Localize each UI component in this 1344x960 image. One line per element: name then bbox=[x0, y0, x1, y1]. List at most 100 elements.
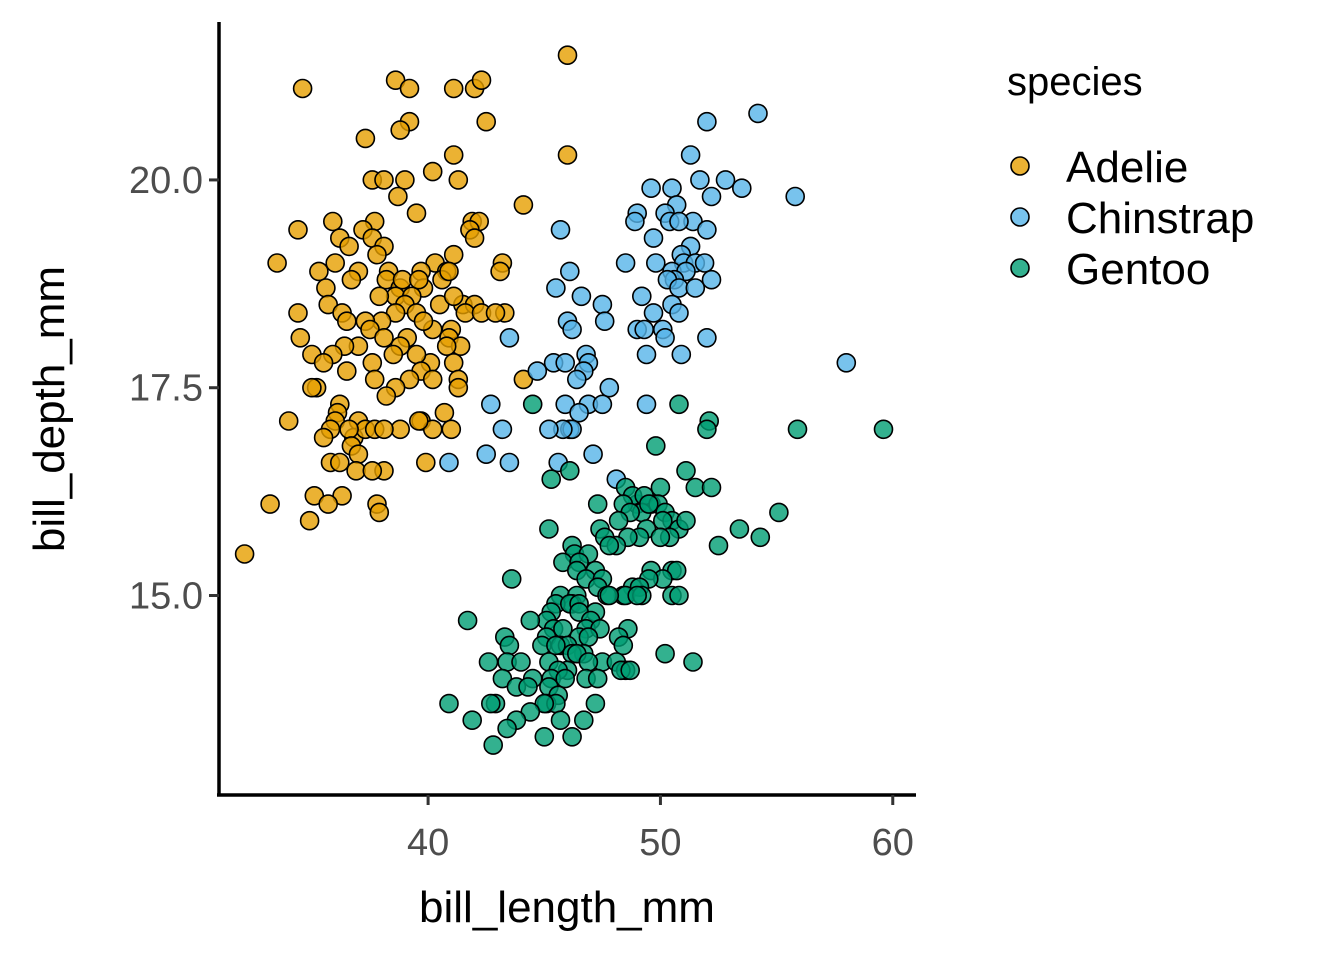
point-gentoo bbox=[457, 610, 478, 631]
point-adelie bbox=[443, 244, 464, 265]
legend-label-chinstrap: Chinstrap bbox=[1066, 194, 1254, 243]
point-chinstrap bbox=[566, 369, 587, 390]
point-adelie bbox=[485, 303, 506, 323]
point-chinstrap bbox=[697, 327, 717, 348]
point-chinstrap bbox=[480, 394, 501, 415]
point-adelie bbox=[322, 211, 343, 232]
point-adelie bbox=[309, 261, 329, 282]
point-chinstrap bbox=[562, 319, 582, 340]
point-adelie bbox=[422, 369, 443, 390]
point-adelie bbox=[355, 128, 376, 149]
point-chinstrap bbox=[592, 294, 613, 315]
point-adelie bbox=[362, 460, 383, 481]
point-adelie bbox=[369, 286, 390, 307]
point-gentoo bbox=[708, 535, 729, 556]
point-gentoo bbox=[541, 469, 562, 490]
point-gentoo bbox=[645, 436, 666, 456]
point-adelie bbox=[455, 303, 476, 323]
point-adelie bbox=[413, 311, 434, 332]
point-chinstrap bbox=[669, 211, 689, 232]
point-gentoo bbox=[683, 652, 703, 672]
point-chinstrap bbox=[690, 170, 710, 190]
point-chinstrap bbox=[555, 352, 576, 373]
point-adelie bbox=[369, 502, 390, 523]
point-adelie bbox=[443, 78, 464, 99]
point-chinstrap bbox=[546, 278, 566, 298]
point-gentoo bbox=[553, 618, 573, 639]
point-chinstrap bbox=[636, 394, 657, 415]
point-chinstrap bbox=[669, 278, 689, 298]
point-gentoo bbox=[769, 502, 789, 523]
point-chinstrap bbox=[539, 419, 559, 440]
y-tick-label: 20.0 bbox=[129, 160, 203, 202]
point-chinstrap bbox=[631, 286, 652, 307]
point-gentoo bbox=[729, 519, 750, 539]
point-adelie bbox=[406, 203, 427, 223]
point-adelie bbox=[383, 344, 404, 365]
point-gentoo bbox=[697, 419, 717, 440]
point-gentoo bbox=[652, 510, 673, 531]
point-chinstrap bbox=[499, 327, 520, 348]
point-adelie bbox=[392, 269, 413, 290]
point-gentoo bbox=[480, 693, 501, 714]
x-tick-label: 60 bbox=[872, 822, 914, 864]
point-gentoo bbox=[559, 460, 580, 481]
point-gentoo bbox=[478, 652, 499, 672]
point-gentoo bbox=[539, 519, 559, 539]
point-adelie bbox=[318, 494, 339, 514]
point-gentoo bbox=[638, 494, 659, 514]
point-gentoo bbox=[546, 635, 566, 656]
point-chinstrap bbox=[634, 319, 655, 340]
point-chinstrap bbox=[599, 377, 620, 398]
point-adelie bbox=[341, 269, 362, 290]
point-adelie bbox=[339, 419, 359, 440]
point-adelie bbox=[513, 195, 534, 215]
point-adelie bbox=[436, 336, 457, 357]
point-gentoo bbox=[511, 652, 531, 672]
point-adelie bbox=[448, 170, 469, 190]
point-adelie bbox=[288, 220, 308, 240]
point-adelie bbox=[336, 361, 357, 381]
point-chinstrap bbox=[492, 419, 513, 440]
point-adelie bbox=[374, 419, 394, 440]
point-chinstrap bbox=[697, 111, 717, 132]
point-chinstrap bbox=[476, 444, 497, 465]
point-adelie bbox=[464, 228, 485, 248]
point-gentoo bbox=[787, 419, 808, 440]
point-adelie bbox=[443, 286, 464, 307]
axes-layer bbox=[217, 22, 916, 797]
x-tick-label: 40 bbox=[407, 822, 449, 864]
point-chinstrap bbox=[697, 220, 717, 240]
point-adelie bbox=[336, 311, 357, 332]
point-adelie bbox=[313, 352, 334, 373]
point-chinstrap bbox=[439, 452, 459, 473]
legend-label-gentoo: Gentoo bbox=[1066, 245, 1210, 294]
point-adelie bbox=[415, 452, 436, 473]
point-adelie bbox=[471, 70, 492, 90]
y-tick-label: 15.0 bbox=[129, 576, 203, 618]
point-adelie bbox=[290, 327, 311, 348]
point-chinstrap bbox=[550, 220, 571, 240]
point-gentoo bbox=[555, 668, 576, 689]
point-adelie bbox=[443, 145, 464, 165]
point-chinstrap bbox=[569, 402, 589, 423]
point-chinstrap bbox=[645, 253, 666, 273]
point-adelie bbox=[292, 78, 313, 99]
point-adelie bbox=[302, 377, 322, 398]
point-adelie bbox=[406, 344, 427, 365]
point-adelie bbox=[422, 161, 443, 182]
point-gentoo bbox=[750, 527, 771, 548]
point-adelie bbox=[367, 244, 387, 265]
point-chinstrap bbox=[643, 303, 664, 323]
point-chinstrap bbox=[615, 253, 636, 273]
point-gentoo bbox=[587, 668, 608, 689]
point-gentoo bbox=[550, 710, 571, 731]
legend-key-adelie bbox=[1010, 156, 1030, 176]
point-chinstrap bbox=[592, 394, 613, 415]
point-adelie bbox=[557, 45, 578, 66]
point-adelie bbox=[434, 402, 455, 423]
point-adelie bbox=[408, 411, 429, 431]
point-adelie bbox=[316, 278, 336, 298]
